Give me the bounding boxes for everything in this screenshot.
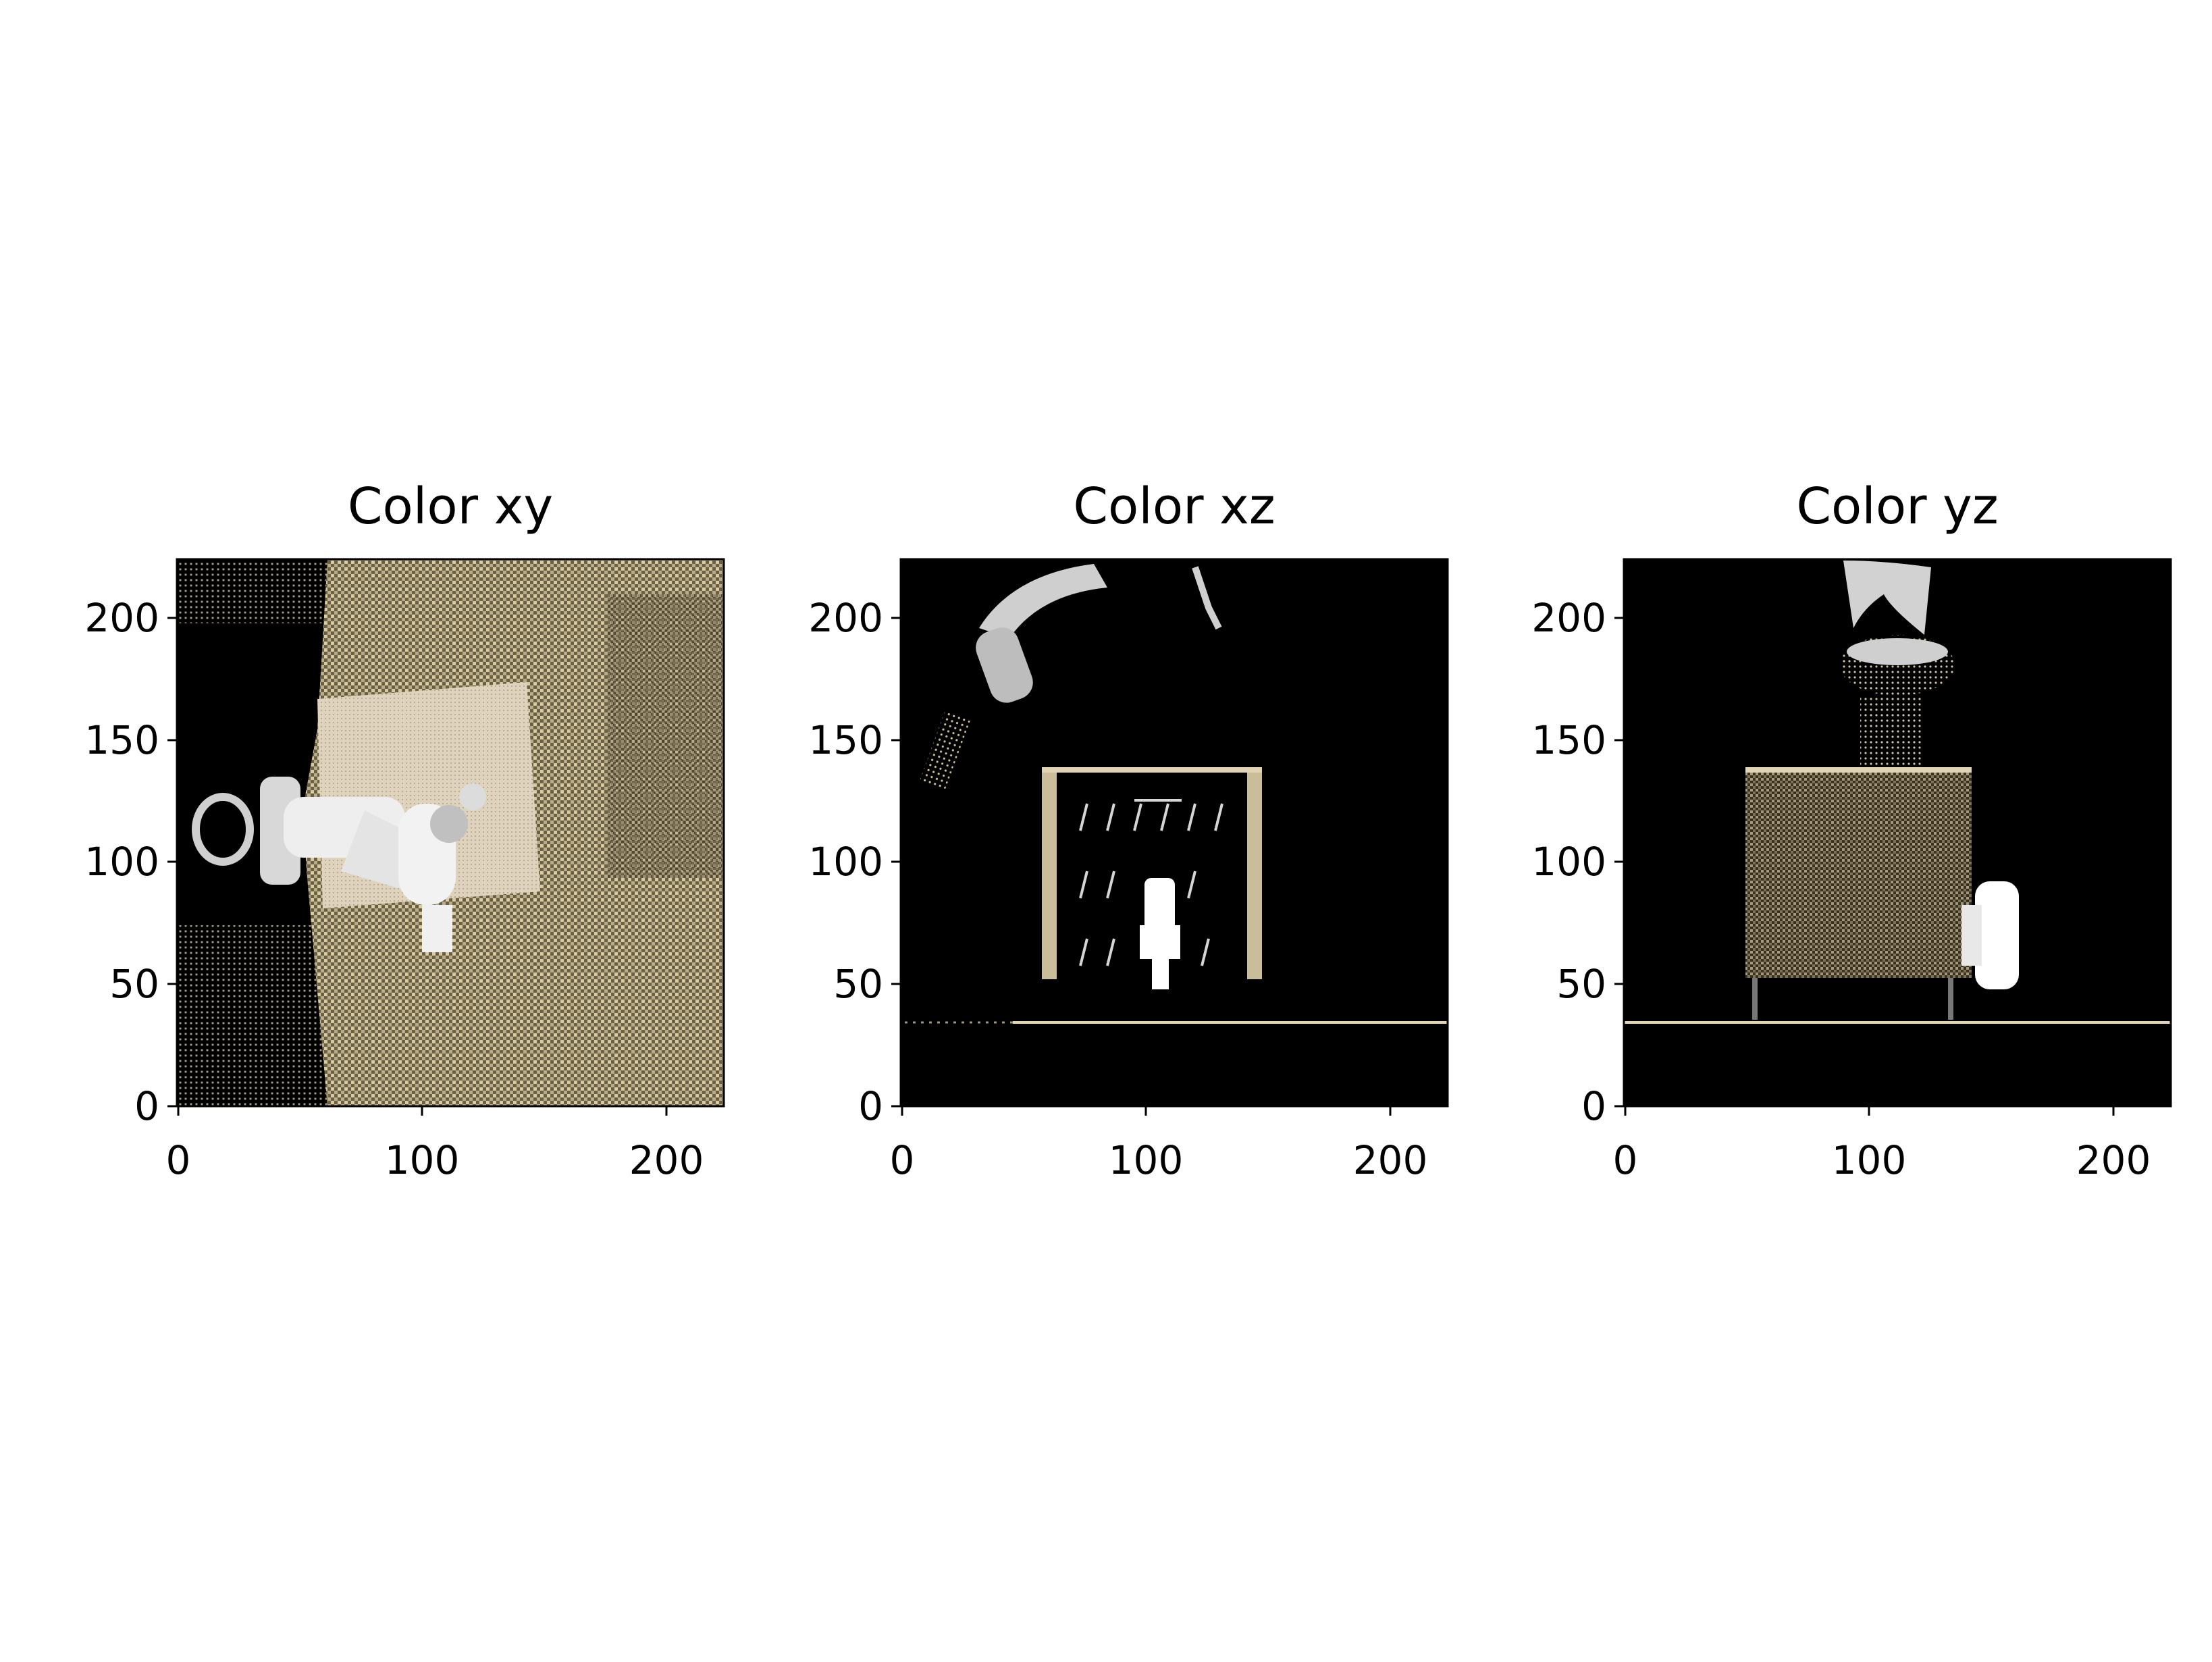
y-tick-label: 100: [808, 839, 883, 885]
robot-arm-xz: [920, 564, 1222, 789]
robot-arm-yz: [1840, 561, 1955, 770]
panel-xy: Color xy 0 50 100 150 200 0 100 200: [84, 477, 725, 1183]
x-axis-xz: 0 100 200: [890, 1106, 1428, 1183]
image-yz: [1624, 559, 2171, 1106]
y-tick-label: 200: [84, 595, 159, 641]
y-tick-label: 0: [858, 1083, 883, 1129]
image-xy: [177, 559, 724, 1106]
panel-xz: Color xz 0 50 100 150 200 0 100 200: [808, 477, 1449, 1183]
y-tick-label: 50: [109, 961, 159, 1007]
y-axis-xz: 0 50 100 150 200: [808, 595, 901, 1129]
panel-yz: Color yz 0 50 100 150 200 0 100 200: [1531, 477, 2172, 1183]
y-tick-label: 150: [1531, 717, 1606, 763]
y-tick-label: 200: [808, 595, 883, 641]
panel-title-xz: Color xz: [1073, 477, 1275, 536]
x-tick-label: 100: [1109, 1137, 1184, 1183]
x-tick-label: 200: [2076, 1137, 2151, 1183]
y-tick-label: 200: [1531, 595, 1606, 641]
x-tick-label: 200: [629, 1137, 704, 1183]
y-axis-yz: 0 50 100 150 200: [1531, 595, 1624, 1129]
image-xz: [901, 559, 1448, 1106]
robot-arm-xy: [192, 777, 486, 952]
y-tick-label: 100: [1531, 839, 1606, 885]
y-tick-label: 100: [84, 839, 159, 885]
y-tick-label: 150: [84, 717, 159, 763]
y-tick-label: 50: [1556, 961, 1606, 1007]
x-tick-label: 100: [385, 1137, 460, 1183]
x-tick-label: 0: [166, 1137, 191, 1183]
y-tick-label: 150: [808, 717, 883, 763]
y-tick-label: 0: [1581, 1083, 1606, 1129]
y-axis-xy: 0 50 100 150 200: [84, 595, 177, 1129]
y-tick-label: 0: [134, 1083, 159, 1129]
x-tick-label: 0: [890, 1137, 915, 1183]
x-tick-label: 0: [1613, 1137, 1638, 1183]
y-tick-label: 50: [833, 961, 883, 1007]
panel-title-yz: Color yz: [1796, 477, 1998, 536]
panel-title-xy: Color xy: [348, 477, 553, 536]
x-axis-yz: 0 100 200: [1613, 1106, 2151, 1183]
x-tick-label: 200: [1353, 1137, 1428, 1183]
x-tick-label: 100: [1832, 1137, 1907, 1183]
x-axis-xy: 0 100 200: [166, 1106, 704, 1183]
